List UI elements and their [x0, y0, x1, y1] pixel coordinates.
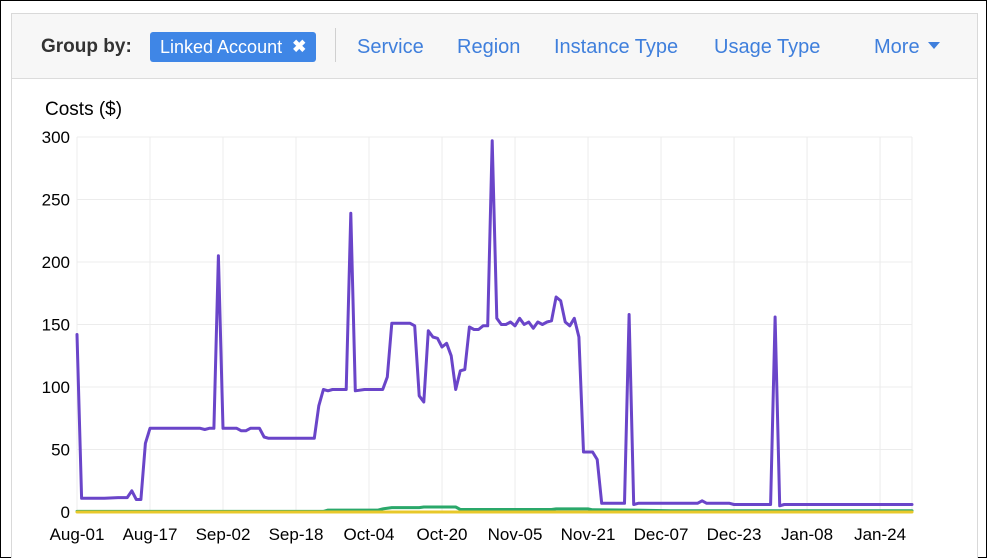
group-by-label: Group by:: [41, 36, 132, 57]
x-axis-ticks: Aug-01 Aug-17 Sep-02 Sep-18 Oct-04 Oct-20 Nov-…: [50, 525, 906, 544]
x-tick-label: Sep-02: [196, 525, 251, 544]
x-tick-label: Oct-20: [417, 525, 468, 544]
series-line-2: [75, 505, 914, 513]
caret-down-icon: [927, 42, 940, 50]
y-tick-label: 150: [42, 316, 70, 335]
y-tick-label: 100: [42, 378, 70, 397]
y-tick-label: 50: [51, 441, 70, 460]
group-option-usage-type[interactable]: Usage Type: [714, 36, 821, 58]
group-by-toolbar: Group by: Linked Account ✖ Service Regio…: [12, 14, 977, 79]
y-axis-ticks: 0 50 100 150 200 250 300: [42, 128, 70, 522]
toolbar-divider: [335, 28, 336, 62]
y-axis-title: Costs ($): [45, 99, 122, 120]
y-tick-label: 250: [42, 191, 70, 210]
series-line-1: [75, 139, 914, 508]
chart-panel: Group by: Linked Account ✖ Service Regio…: [11, 13, 978, 558]
y-tick-label: 300: [42, 128, 70, 147]
x-tick-label: Aug-17: [123, 525, 178, 544]
x-tick-label: Jan-24: [854, 525, 906, 544]
x-tick-label: Aug-01: [50, 525, 105, 544]
more-dropdown[interactable]: More: [874, 36, 940, 59]
group-option-region[interactable]: Region: [457, 36, 521, 58]
series-lines: [75, 139, 914, 514]
y-tick-label: 0: [61, 503, 70, 522]
more-label: More: [874, 36, 920, 58]
x-tick-label: Sep-18: [269, 525, 324, 544]
x-tick-label: Dec-23: [707, 525, 762, 544]
chip-label: Linked Account: [160, 36, 283, 57]
y-tick-label: 200: [42, 253, 70, 272]
group-option-instance-type[interactable]: Instance Type: [554, 36, 679, 58]
x-tick-label: Oct-04: [344, 525, 395, 544]
x-tick-label: Jan-08: [781, 525, 833, 544]
x-tick-label: Nov-21: [561, 525, 616, 544]
x-tick-label: Nov-05: [488, 525, 543, 544]
close-icon[interactable]: ✖: [292, 37, 307, 56]
linked-account-chip[interactable]: Linked Account ✖: [150, 32, 317, 62]
group-option-service[interactable]: Service: [357, 36, 424, 58]
x-tick-label: Dec-07: [634, 525, 689, 544]
